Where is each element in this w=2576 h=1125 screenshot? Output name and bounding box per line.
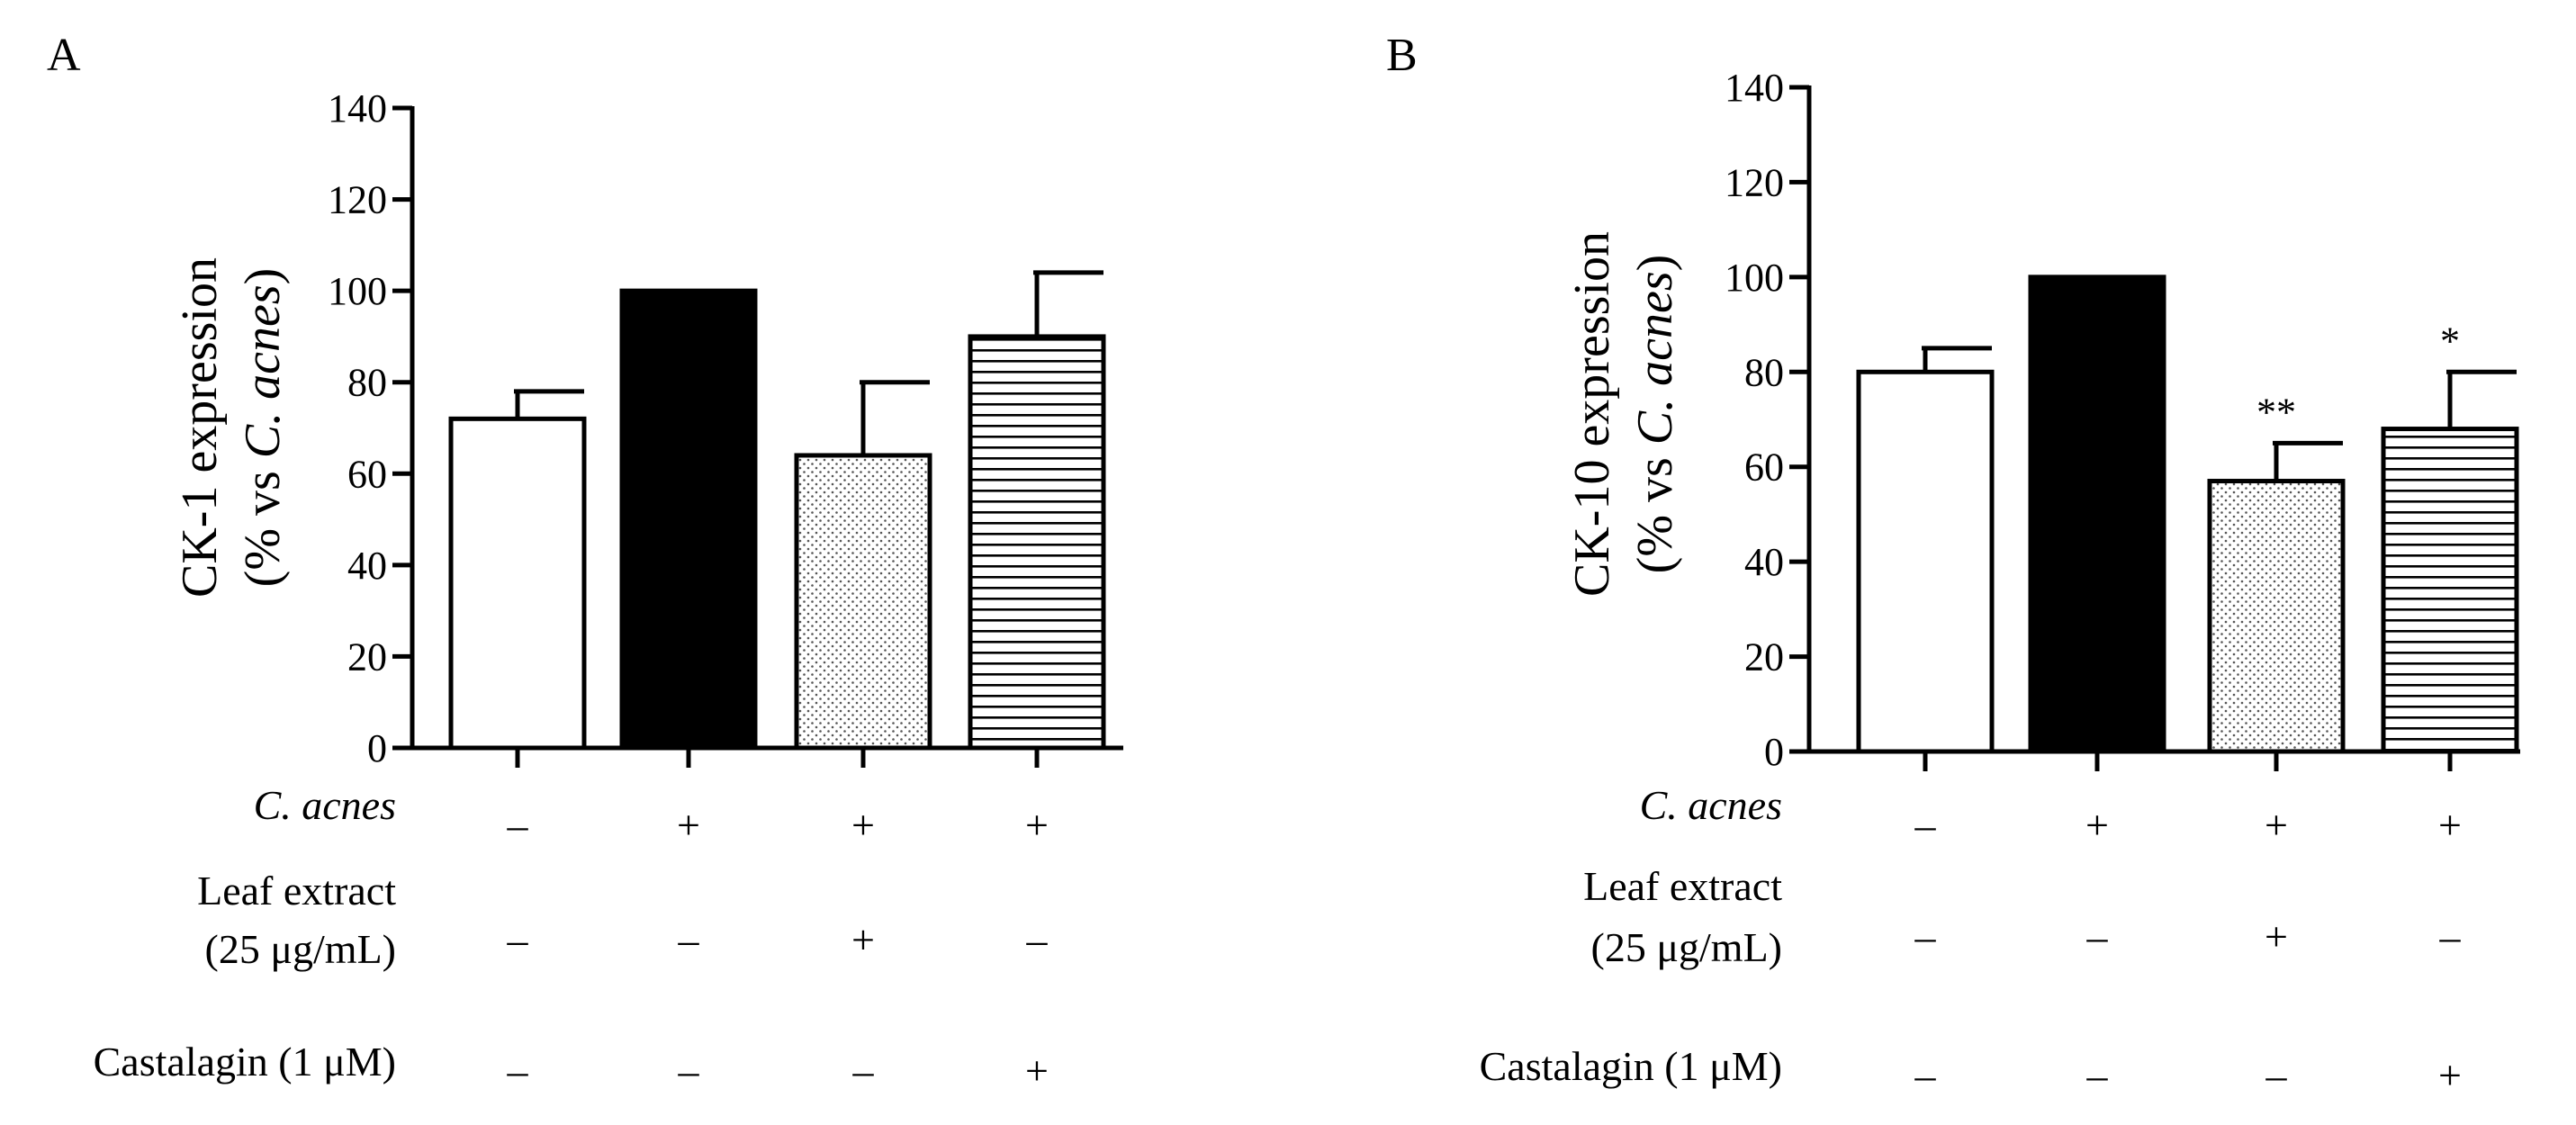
condition-sign-r2-c1: – bbox=[1914, 914, 1937, 959]
bar-2 bbox=[619, 288, 758, 751]
y-tick-label-0: 0 bbox=[1764, 730, 1784, 774]
condition-sign-r1-c2: + bbox=[2085, 802, 2109, 848]
condition-sign-r3-c4: + bbox=[2438, 1052, 2462, 1098]
condition-sign-r3-c3: – bbox=[2265, 1052, 2288, 1098]
y-tick-label-80: 80 bbox=[347, 361, 387, 405]
condition-label-leaf-extract: Leaf extract bbox=[197, 868, 396, 914]
y-tick-label-140: 140 bbox=[328, 86, 387, 130]
condition-sign-r2-c2: – bbox=[678, 917, 700, 963]
condition-sign-r3-c4: + bbox=[1025, 1048, 1049, 1094]
condition-sign-r1-c3: + bbox=[851, 802, 875, 848]
y-tick-label-120: 120 bbox=[1725, 160, 1784, 204]
condition-sign-r3-c2: – bbox=[678, 1048, 700, 1094]
y-axis-subtitle: (% vs C. acnes) bbox=[1627, 255, 1683, 574]
y-axis-subtitle-prefix: (% vs bbox=[235, 458, 291, 587]
condition-sign-r2-c3: + bbox=[2265, 914, 2288, 959]
y-axis-subtitle-suffix: ) bbox=[235, 268, 291, 285]
bar-3 bbox=[2207, 479, 2346, 754]
condition-sign-r1-c2: + bbox=[677, 802, 700, 848]
y-tick-label-0: 0 bbox=[367, 726, 387, 770]
condition-sign-r2-c3: + bbox=[851, 917, 875, 963]
condition-sign-r1-c4: + bbox=[1025, 802, 1049, 848]
condition-label-leaf-extract-dose: (25 μg/mL) bbox=[1591, 924, 1782, 970]
y-tick-label-20: 20 bbox=[1744, 635, 1784, 680]
y-axis-subtitle-suffix: ) bbox=[1627, 255, 1683, 272]
condition-sign-r2-c4: – bbox=[1026, 917, 1049, 963]
condition-sign-r2-c2: – bbox=[2086, 914, 2109, 959]
y-tick-label-60: 60 bbox=[1744, 446, 1784, 490]
bar-2 bbox=[2028, 274, 2166, 754]
condition-sign-r2-c1: – bbox=[507, 917, 529, 963]
y-tick-label-100: 100 bbox=[1725, 256, 1784, 300]
condition-sign-r3-c3: – bbox=[852, 1048, 875, 1094]
y-tick-label-80: 80 bbox=[1744, 350, 1784, 394]
condition-sign-r2-c4: – bbox=[2439, 914, 2462, 959]
condition-sign-r1-c1: – bbox=[507, 802, 529, 848]
condition-label-c-acnes: C. acnes bbox=[254, 782, 396, 828]
bar-1 bbox=[1856, 369, 1995, 754]
condition-sign-r1-c4: + bbox=[2438, 802, 2462, 848]
y-axis-title: CK-1 expression bbox=[172, 257, 228, 598]
significance-mark-3: ** bbox=[2256, 390, 2296, 434]
condition-label-castalagin: Castalagin (1 μM) bbox=[1480, 1043, 1782, 1089]
y-tick-label-40: 40 bbox=[1744, 540, 1784, 584]
bar-3 bbox=[794, 453, 932, 751]
chart-panel-b: BCK-10 expression (% vs C. acnes)***02040… bbox=[1386, 30, 2520, 1098]
y-axis-title: CK-10 expression bbox=[1564, 231, 1620, 597]
bar-4 bbox=[968, 334, 1106, 751]
y-axis-subtitle: (% vs C. acnes) bbox=[235, 268, 291, 588]
condition-sign-r3-c2: – bbox=[2086, 1052, 2109, 1098]
chart-panel-a: A CK-1 expression (% vs C. acnes) 0 20 40 60 80… bbox=[47, 30, 1123, 1094]
condition-sign-r3-c1: – bbox=[507, 1048, 529, 1094]
significance-mark-4: * bbox=[2440, 319, 2460, 363]
y-axis-subtitle-italic: C. acnes bbox=[235, 284, 291, 458]
y-tick-label-100: 100 bbox=[328, 269, 387, 313]
condition-sign-r3-c1: – bbox=[1914, 1052, 1937, 1098]
y-axis-subtitle-italic: C. acnes bbox=[1627, 271, 1683, 445]
y-tick-label-20: 20 bbox=[347, 634, 387, 679]
condition-label-leaf-extract-dose: (25 μg/mL) bbox=[205, 926, 396, 972]
bar-4 bbox=[2381, 427, 2519, 754]
condition-label-castalagin: Castalagin (1 μM) bbox=[94, 1039, 396, 1084]
y-tick-label-120: 120 bbox=[328, 178, 387, 222]
condition-label-leaf-extract: Leaf extract bbox=[1583, 863, 1782, 909]
condition-sign-r1-c3: + bbox=[2265, 802, 2288, 848]
panel-letter: B bbox=[1386, 30, 1418, 81]
condition-sign-r1-c1: – bbox=[1914, 802, 1937, 848]
panel-letter: A bbox=[47, 30, 81, 81]
bar-1 bbox=[448, 416, 587, 751]
y-tick-label-60: 60 bbox=[347, 452, 387, 496]
y-tick-label-40: 40 bbox=[347, 544, 387, 588]
y-axis-subtitle-prefix: (% vs bbox=[1627, 445, 1683, 573]
y-tick-label-140: 140 bbox=[1725, 66, 1784, 110]
condition-label-c-acnes: C. acnes bbox=[1640, 782, 1782, 828]
